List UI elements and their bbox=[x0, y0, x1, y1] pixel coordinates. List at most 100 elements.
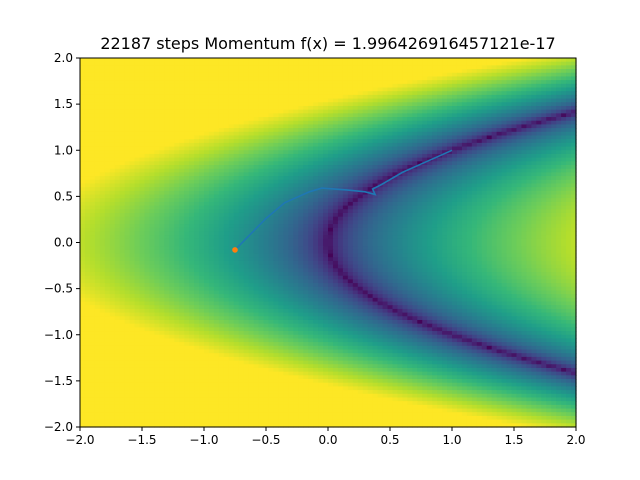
heatmap-cell bbox=[511, 172, 518, 177]
heatmap-cell bbox=[154, 109, 160, 114]
heatmap-cell bbox=[258, 102, 265, 107]
heatmap-cell bbox=[407, 205, 413, 210]
heatmap-cell bbox=[556, 76, 562, 81]
heatmap-cell bbox=[208, 205, 215, 210]
heatmap-cell bbox=[159, 80, 165, 85]
heatmap-cell bbox=[417, 135, 423, 140]
heatmap-cell bbox=[169, 205, 175, 210]
heatmap-cell bbox=[238, 179, 245, 185]
heatmap-cell bbox=[258, 94, 265, 100]
heatmap-cell bbox=[491, 205, 498, 210]
heatmap-cell bbox=[318, 150, 324, 155]
heatmap-cell bbox=[139, 179, 146, 185]
heatmap-cell bbox=[486, 198, 493, 203]
heatmap-cell bbox=[189, 102, 195, 107]
heatmap-cell bbox=[536, 72, 542, 78]
heatmap-cell bbox=[213, 58, 220, 63]
heatmap-cell bbox=[273, 69, 279, 74]
heatmap-cell bbox=[104, 58, 111, 63]
heatmap-cell bbox=[536, 142, 542, 148]
heatmap-cell bbox=[114, 113, 121, 118]
heatmap-cell bbox=[169, 198, 175, 203]
heatmap-cell bbox=[233, 131, 240, 137]
heatmap-cell bbox=[313, 117, 319, 122]
heatmap-cell bbox=[154, 94, 160, 100]
heatmap-cell bbox=[104, 131, 111, 137]
heatmap-cell bbox=[372, 94, 379, 100]
heatmap-cell bbox=[323, 135, 329, 140]
heatmap-cell bbox=[417, 224, 423, 229]
heatmap-cell bbox=[402, 157, 408, 162]
heatmap-cell bbox=[189, 113, 195, 118]
heatmap-cell bbox=[407, 209, 413, 214]
heatmap-cell bbox=[129, 146, 136, 151]
heatmap-cell bbox=[541, 80, 547, 85]
heatmap-cell bbox=[372, 161, 379, 166]
heatmap-cell bbox=[84, 183, 91, 188]
heatmap-cell bbox=[99, 113, 106, 118]
heatmap-cell bbox=[407, 113, 413, 118]
heatmap-cell bbox=[268, 142, 275, 148]
heatmap-cell bbox=[243, 150, 250, 155]
heatmap-cell bbox=[456, 224, 463, 229]
heatmap-cell bbox=[491, 176, 498, 181]
heatmap-cell bbox=[382, 194, 389, 199]
heatmap-cell bbox=[471, 209, 478, 214]
heatmap-cell bbox=[154, 235, 160, 240]
heatmap-cell bbox=[288, 109, 294, 114]
heatmap-cell bbox=[218, 183, 225, 188]
heatmap-cell bbox=[144, 205, 151, 210]
heatmap-cell bbox=[104, 153, 111, 159]
heatmap-cell bbox=[94, 61, 101, 66]
heatmap-cell bbox=[337, 94, 344, 100]
heatmap-cell bbox=[561, 58, 567, 63]
heatmap-cell bbox=[149, 198, 155, 203]
heatmap-cell bbox=[109, 212, 116, 218]
heatmap-cell bbox=[561, 94, 567, 100]
heatmap-cell bbox=[516, 168, 523, 173]
heatmap-cell bbox=[561, 65, 567, 70]
heatmap-cell bbox=[268, 94, 275, 100]
heatmap-cell bbox=[313, 224, 319, 229]
heatmap-cell bbox=[298, 65, 304, 70]
heatmap-cell bbox=[447, 124, 453, 129]
heatmap-cell bbox=[486, 216, 493, 221]
heatmap-cell bbox=[134, 142, 141, 148]
heatmap-cell bbox=[437, 168, 443, 173]
heatmap-cell bbox=[402, 165, 408, 170]
heatmap-cell bbox=[566, 124, 572, 129]
heatmap-cell bbox=[253, 150, 260, 155]
heatmap-cell bbox=[308, 120, 314, 126]
heatmap-cell bbox=[556, 124, 562, 129]
heatmap-cell bbox=[174, 80, 180, 85]
heatmap-cell bbox=[253, 109, 260, 114]
heatmap-cell bbox=[402, 212, 408, 218]
heatmap-cell bbox=[347, 187, 354, 192]
heatmap-cell bbox=[184, 187, 190, 192]
heatmap-cell bbox=[332, 179, 339, 185]
heatmap-cell bbox=[144, 179, 151, 185]
heatmap-cell bbox=[461, 183, 468, 188]
heatmap-cell bbox=[154, 72, 160, 78]
heatmap-cell bbox=[541, 120, 547, 126]
heatmap-cell bbox=[556, 227, 562, 233]
heatmap-cell bbox=[124, 98, 131, 103]
heatmap-cell bbox=[298, 109, 304, 114]
heatmap-cell bbox=[531, 165, 537, 170]
heatmap-cell bbox=[134, 157, 141, 162]
heatmap-cell bbox=[303, 179, 309, 185]
heatmap-cell bbox=[422, 227, 428, 233]
heatmap-cell bbox=[313, 194, 319, 199]
heatmap-cell bbox=[268, 198, 275, 203]
heatmap-cell bbox=[352, 72, 359, 78]
heatmap-cell bbox=[511, 201, 518, 207]
heatmap-cell bbox=[367, 109, 374, 114]
heatmap-cell bbox=[268, 61, 275, 66]
heatmap-cell bbox=[139, 91, 146, 96]
heatmap-cell bbox=[566, 187, 572, 192]
heatmap-cell bbox=[253, 120, 260, 126]
heatmap-cell bbox=[218, 135, 225, 140]
heatmap-cell bbox=[387, 139, 394, 144]
heatmap-cell bbox=[546, 135, 552, 140]
heatmap-cell bbox=[154, 98, 160, 103]
